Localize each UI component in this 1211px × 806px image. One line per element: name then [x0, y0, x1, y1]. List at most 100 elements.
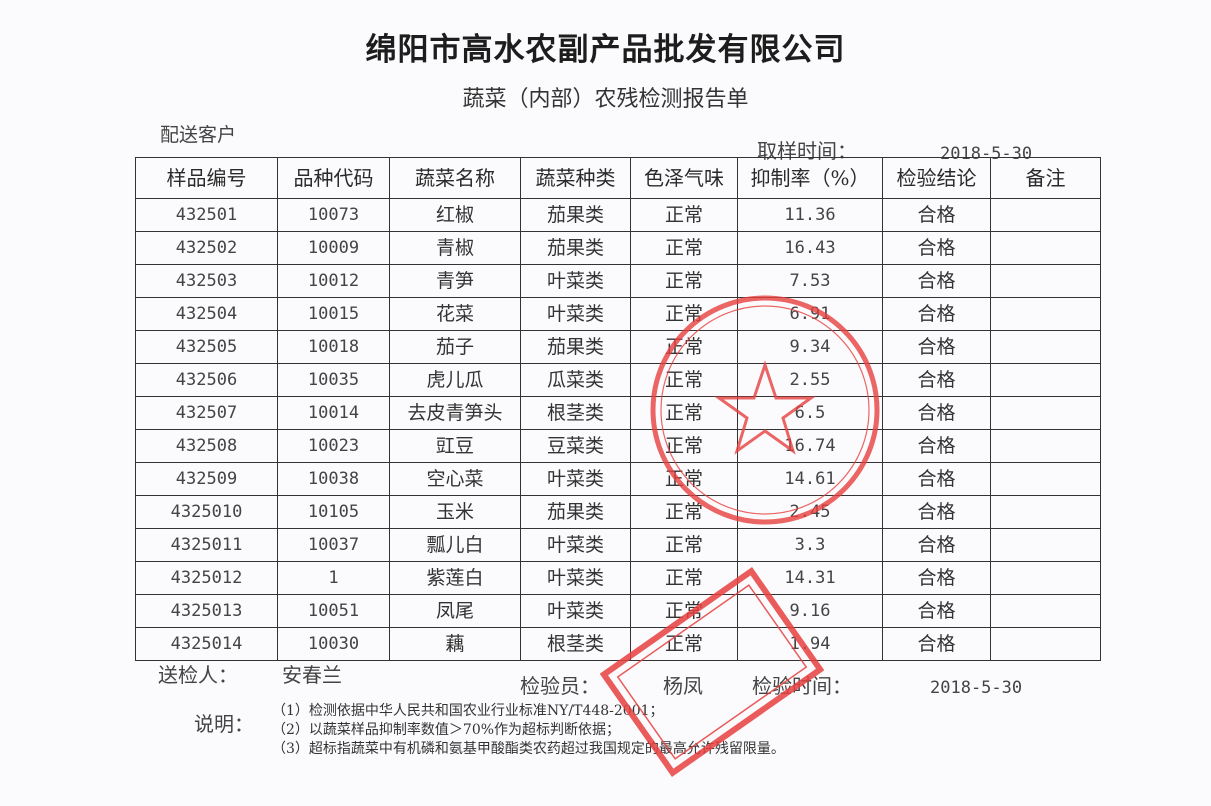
- header-color-odor: 色泽气味: [630, 157, 738, 199]
- report-subtitle: 蔬菜（内部）农残检测报告单: [462, 87, 749, 112]
- cell-remarks: [990, 264, 1101, 298]
- cell-sample-id: 432505: [135, 330, 278, 364]
- cell-color-odor: 正常: [630, 396, 738, 430]
- cell-variety-code: 10051: [277, 594, 390, 628]
- cell-vegetable-name: 藕: [389, 627, 521, 661]
- cell-vegetable-category: 叶菜类: [520, 528, 631, 562]
- cell-inhibition-rate: 16.43: [737, 231, 883, 265]
- cell-conclusion: 合格: [882, 528, 991, 562]
- cell-sample-id: 432504: [135, 297, 278, 331]
- cell-remarks: [990, 330, 1101, 364]
- cell-vegetable-name: 空心菜: [389, 462, 521, 496]
- cell-conclusion: 合格: [882, 561, 991, 595]
- table-row: 432503 10012 青笋 叶菜类 正常 7.53 合格: [135, 264, 1101, 298]
- cell-inhibition-rate: 9.34: [737, 330, 883, 364]
- cell-sample-id: 432507: [135, 396, 278, 430]
- cell-conclusion: 合格: [882, 330, 991, 364]
- cell-inhibition-rate: 16.74: [737, 429, 883, 463]
- table-row: 432509 10038 空心菜 叶菜类 正常 14.61 合格: [135, 462, 1101, 496]
- cell-conclusion: 合格: [882, 231, 991, 265]
- table-row: 432508 10023 豇豆 豆菜类 正常 16.74 合格: [135, 429, 1101, 463]
- cell-color-odor: 正常: [630, 528, 738, 562]
- company-title: 绵阳市高水农副产品批发有限公司: [365, 32, 846, 68]
- cell-sample-id: 4325013: [135, 594, 278, 628]
- cell-vegetable-category: 根茎类: [520, 627, 631, 661]
- cell-vegetable-name: 瓢儿白: [389, 528, 521, 562]
- cell-sample-id: 4325011: [135, 528, 278, 562]
- cell-sample-id: 4325012: [135, 561, 278, 595]
- header-variety-code: 品种代码: [277, 157, 390, 199]
- cell-variety-code: 10073: [277, 198, 390, 232]
- cell-conclusion: 合格: [882, 429, 991, 463]
- cell-color-odor: 正常: [630, 627, 738, 661]
- cell-remarks: [990, 594, 1101, 628]
- header-vegetable-category: 蔬菜种类: [520, 157, 631, 199]
- cell-conclusion: 合格: [882, 594, 991, 628]
- cell-vegetable-category: 瓜菜类: [520, 363, 631, 397]
- cell-remarks: [990, 198, 1101, 232]
- cell-sample-id: 432506: [135, 363, 278, 397]
- cell-vegetable-name: 凤尾: [389, 594, 521, 628]
- cell-vegetable-category: 茄果类: [520, 495, 631, 529]
- cell-variety-code: 10012: [277, 264, 390, 298]
- cell-variety-code: 10023: [277, 429, 390, 463]
- inspector-label: 检验员：: [520, 674, 600, 698]
- table-row: 432505 10018 茄子 茄果类 正常 9.34 合格: [135, 330, 1101, 364]
- cell-sample-id: 432509: [135, 462, 278, 496]
- cell-vegetable-name: 虎儿瓜: [389, 363, 521, 397]
- header-remarks: 备注: [990, 157, 1101, 199]
- cell-variety-code: 10018: [277, 330, 390, 364]
- header-conclusion: 检验结论: [882, 157, 991, 199]
- cell-conclusion: 合格: [882, 627, 991, 661]
- cell-inhibition-rate: 1.94: [737, 627, 883, 661]
- cell-inhibition-rate: 2.55: [737, 363, 883, 397]
- cell-vegetable-name: 豇豆: [389, 429, 521, 463]
- cell-remarks: [990, 297, 1101, 331]
- notes-label: 说明：: [194, 712, 254, 736]
- cell-vegetable-category: 豆菜类: [520, 429, 631, 463]
- submitter-name: 安春兰: [282, 663, 342, 687]
- inspector-name: 杨凤: [663, 674, 703, 698]
- header-inhibition-rate: 抑制率（%）: [737, 157, 883, 199]
- cell-vegetable-category: 茄果类: [520, 231, 631, 265]
- cell-vegetable-name: 花菜: [389, 297, 521, 331]
- customer-label: 配送客户: [160, 124, 237, 146]
- cell-conclusion: 合格: [882, 297, 991, 331]
- table-row: 4325012 1 紫莲白 叶菜类 正常 14.31 合格: [135, 561, 1101, 595]
- cell-inhibition-rate: 9.16: [737, 594, 883, 628]
- cell-sample-id: 432501: [135, 198, 278, 232]
- cell-inhibition-rate: 14.31: [737, 561, 883, 595]
- table-row: 4325014 10030 藕根茎类 正常 1.94 合格: [135, 627, 1101, 661]
- cell-variety-code: 10035: [277, 363, 390, 397]
- cell-inhibition-rate: 11.36: [737, 198, 883, 232]
- cell-sample-id: 432508: [135, 429, 278, 463]
- cell-color-odor: 正常: [630, 462, 738, 496]
- cell-color-odor: 正常: [630, 330, 738, 364]
- cell-remarks: [990, 627, 1101, 661]
- header-sample-id: 样品编号: [135, 157, 278, 199]
- cell-remarks: [990, 231, 1101, 265]
- cell-conclusion: 合格: [882, 462, 991, 496]
- cell-color-odor: 正常: [630, 264, 738, 298]
- cell-conclusion: 合格: [882, 363, 991, 397]
- cell-inhibition-rate: 3.3: [737, 528, 883, 562]
- cell-vegetable-name: 青椒: [389, 231, 521, 265]
- submitter-label: 送检人：: [158, 663, 238, 687]
- cell-variety-code: 10037: [277, 528, 390, 562]
- cell-vegetable-category: 茄果类: [520, 198, 631, 232]
- cell-inhibition-rate: 7.53: [737, 264, 883, 298]
- sampling-time-label: 取样时间：: [757, 139, 857, 163]
- cell-vegetable-name: 玉米: [389, 495, 521, 529]
- table-row: 432504 10015 花菜 叶菜类 正常 6.91 合格: [135, 297, 1101, 331]
- cell-vegetable-name: 紫莲白: [389, 561, 521, 595]
- cell-variety-code: 10030: [277, 627, 390, 661]
- cell-vegetable-category: 叶菜类: [520, 297, 631, 331]
- cell-remarks: [990, 495, 1101, 529]
- cell-variety-code: 10014: [277, 396, 390, 430]
- table-row: 4325011 10037 瓢儿白 叶菜类 正常 3.3 合格: [135, 528, 1101, 562]
- table-header-row: 样品编号 品种代码 蔬菜名称 蔬菜种类 色泽气味 抑制率（%） 检验结论 备注: [135, 157, 1101, 199]
- cell-sample-id: 432502: [135, 231, 278, 265]
- cell-color-odor: 正常: [630, 495, 738, 529]
- note-2: （2）以蔬菜样品抑制率数值＞70%作为超标判断依据；: [272, 722, 621, 738]
- cell-color-odor: 正常: [630, 561, 738, 595]
